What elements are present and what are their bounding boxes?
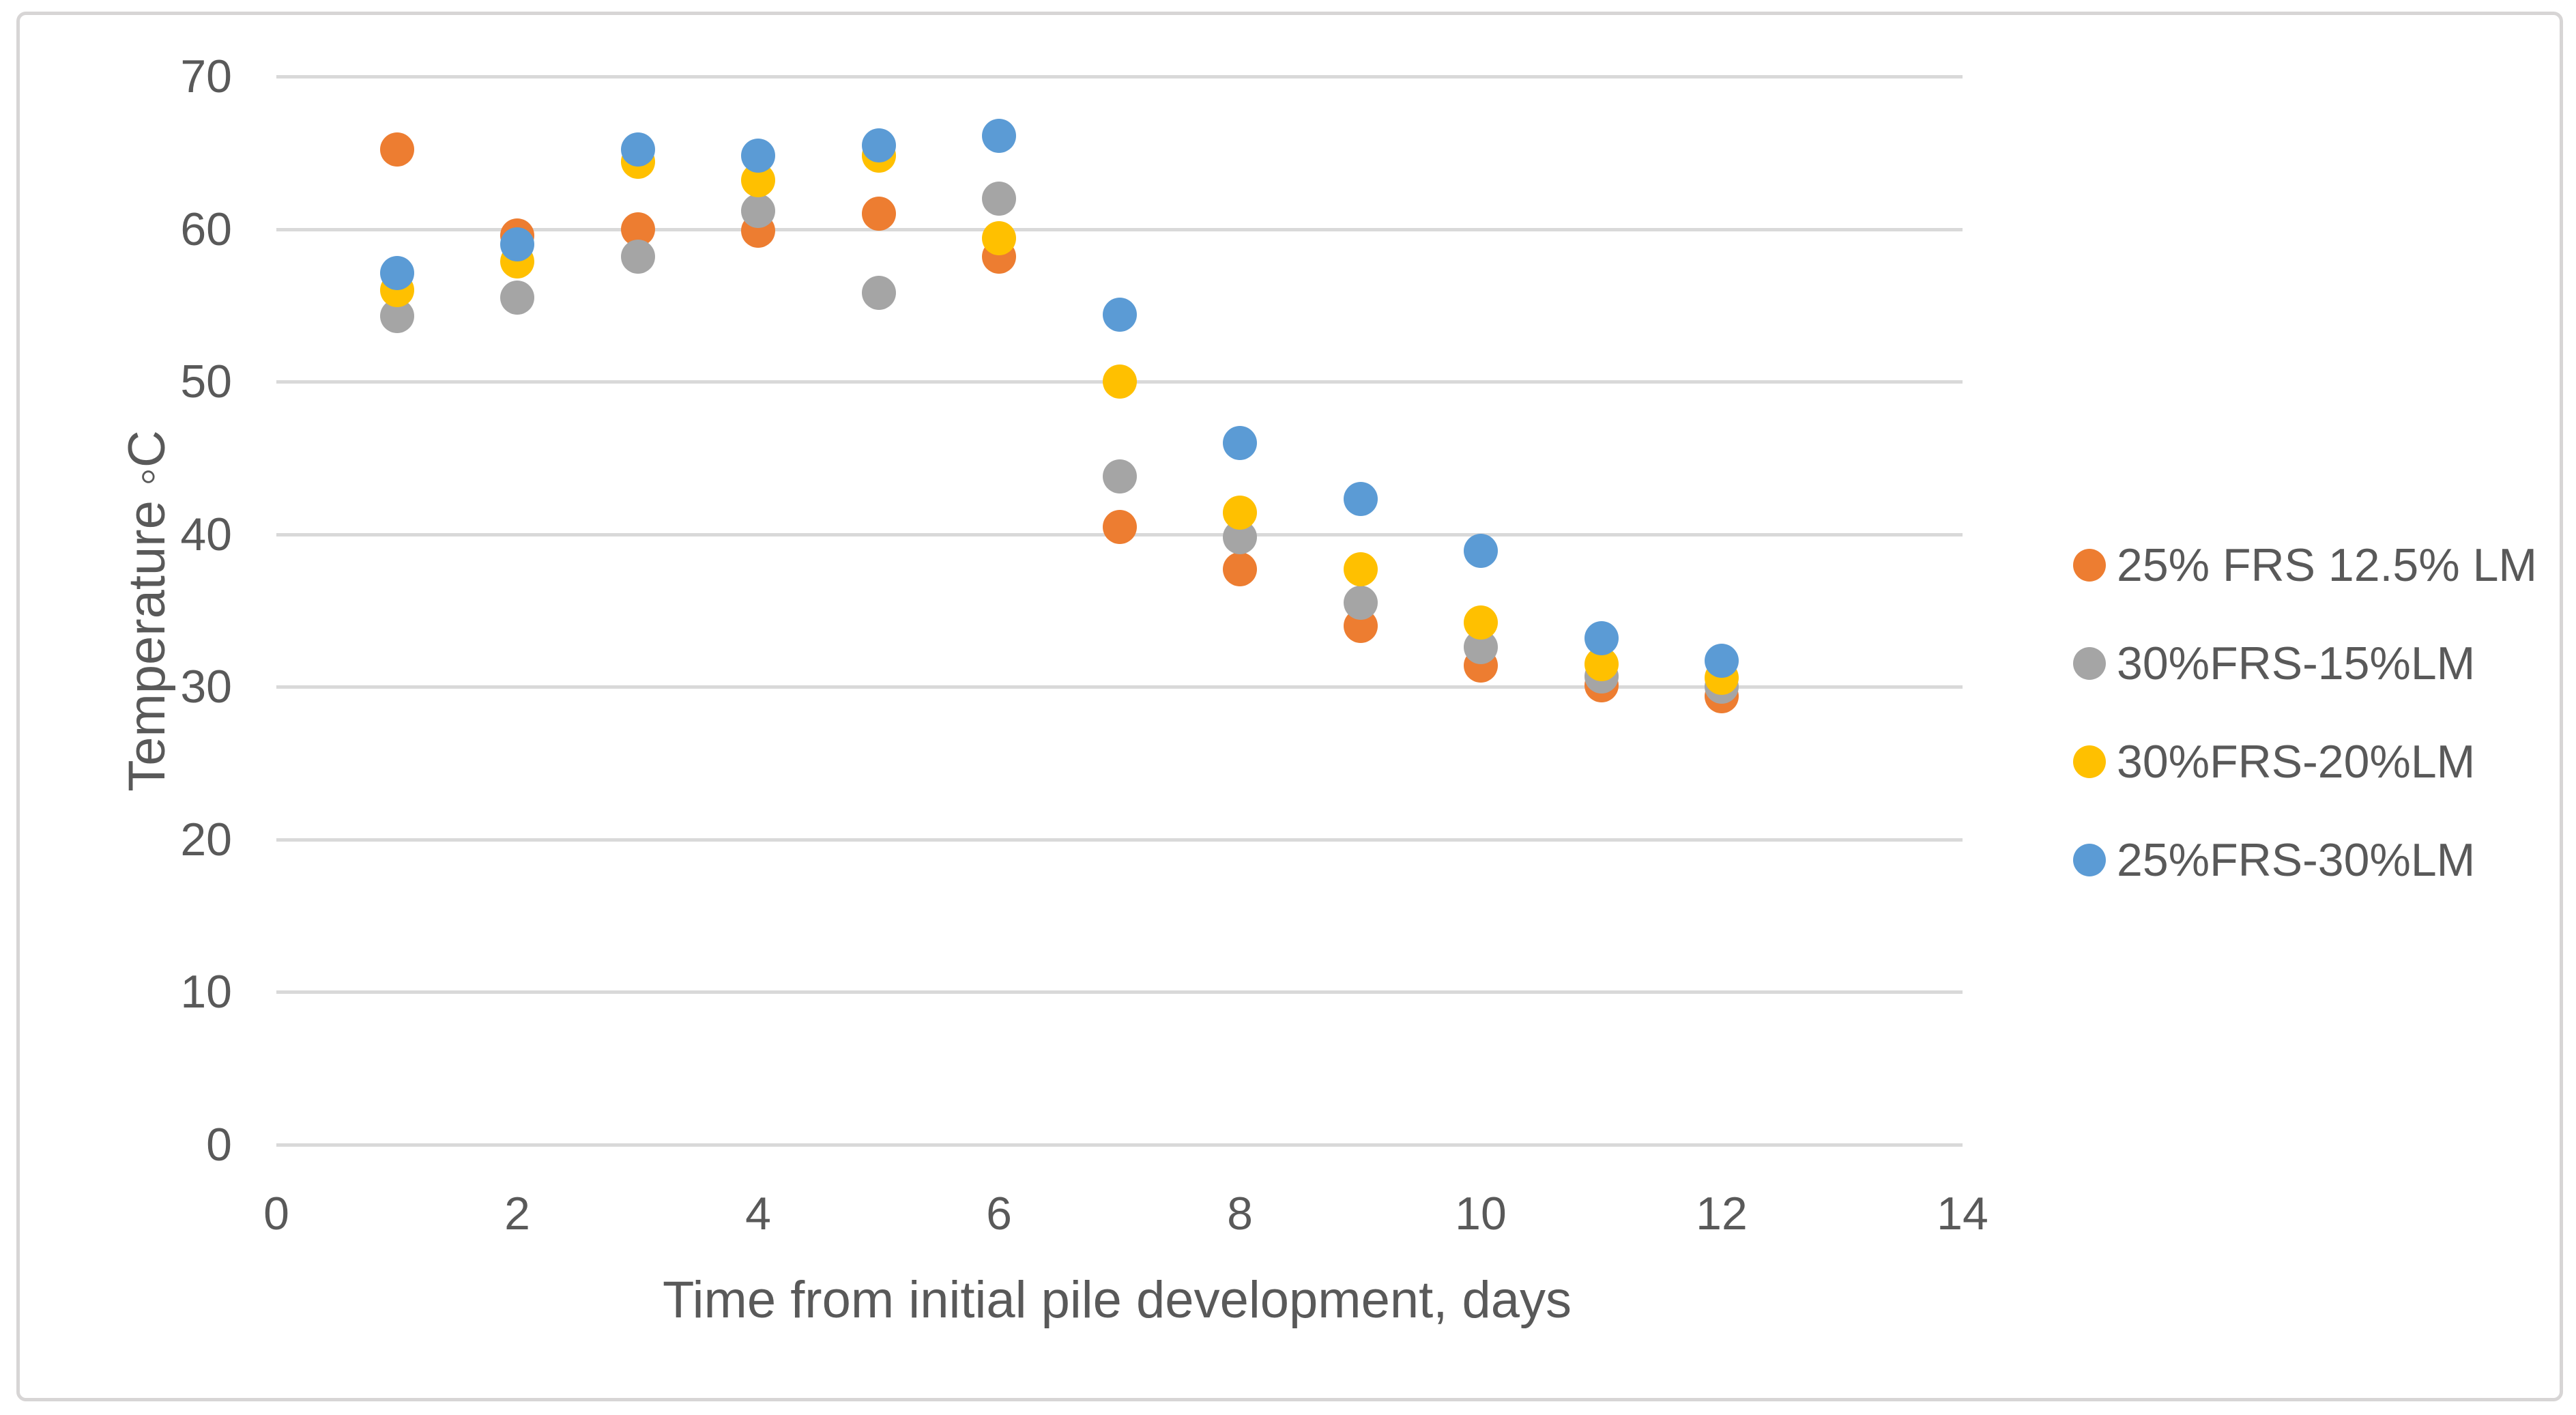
legend-label: 30%FRS-20%LM <box>2117 736 2476 788</box>
gridline-y-10 <box>276 990 1963 995</box>
data-point-s0-day5 <box>861 197 896 231</box>
y-tick-label: 70 <box>180 51 232 102</box>
x-tick-label: 10 <box>1455 1188 1507 1240</box>
y-tick-label: 0 <box>206 1119 232 1171</box>
data-point-s3-day4 <box>741 139 775 173</box>
data-point-s0-day7 <box>1102 509 1137 544</box>
x-tick-label: 6 <box>986 1188 1012 1240</box>
data-point-s1-day9 <box>1343 586 1378 620</box>
data-point-s1-day4 <box>741 193 775 228</box>
data-point-s3-day9 <box>1343 482 1378 517</box>
y-tick-label: 40 <box>180 508 232 560</box>
data-point-s2-day7 <box>1102 365 1137 399</box>
gridline-y-20 <box>276 838 1963 842</box>
y-tick-label: 10 <box>180 966 232 1018</box>
data-point-s3-day1 <box>379 256 414 291</box>
data-point-s2-day8 <box>1223 496 1257 530</box>
y-tick-label: 20 <box>180 813 232 866</box>
legend-marker-icon <box>2073 549 2106 582</box>
data-point-s3-day3 <box>620 132 655 167</box>
x-tick-label: 2 <box>504 1188 530 1240</box>
data-point-s2-day6 <box>982 220 1016 255</box>
x-axis-title: Time from initial pile development, days <box>663 1271 1572 1329</box>
data-point-s1-day2 <box>500 281 534 315</box>
legend-label: 25% FRS 12.5% LM <box>2117 539 2538 591</box>
data-point-s3-day12 <box>1705 644 1739 678</box>
data-point-s1-day5 <box>861 276 896 311</box>
data-point-s3-day10 <box>1464 534 1498 569</box>
data-point-s2-day9 <box>1343 552 1378 587</box>
data-point-s3-day2 <box>500 227 534 261</box>
x-tick-label: 8 <box>1227 1188 1253 1240</box>
x-tick-label: 0 <box>263 1188 289 1240</box>
data-point-s0-day1 <box>379 132 414 167</box>
data-point-s1-day6 <box>982 181 1016 216</box>
legend-marker-icon <box>2073 844 2106 876</box>
data-point-s3-day11 <box>1584 620 1619 655</box>
data-point-s3-day7 <box>1102 297 1137 332</box>
data-point-s1-day3 <box>620 239 655 274</box>
data-point-s3-day8 <box>1223 425 1257 460</box>
y-axis-title: Temperature ◦C <box>118 430 176 792</box>
gridline-y-70 <box>276 75 1963 78</box>
legend-label: 30%FRS-15%LM <box>2117 638 2476 689</box>
gridline-y-0 <box>276 1143 1963 1147</box>
data-point-s1-day7 <box>1102 459 1137 494</box>
y-tick-label: 60 <box>180 203 232 255</box>
data-point-s3-day5 <box>861 128 896 162</box>
legend-marker-icon <box>2073 647 2106 680</box>
gridline-y-60 <box>276 227 1963 231</box>
x-tick-label: 14 <box>1937 1188 1988 1240</box>
x-tick-label: 12 <box>1696 1188 1748 1240</box>
y-tick-label: 30 <box>180 661 232 713</box>
legend-label: 25%FRS-30%LM <box>2117 834 2476 886</box>
chart-outer-border <box>16 12 2563 1401</box>
x-tick-label: 4 <box>745 1188 771 1240</box>
data-point-s2-day10 <box>1464 605 1498 640</box>
data-point-s3-day6 <box>982 119 1016 154</box>
y-tick-label: 50 <box>180 356 232 408</box>
data-point-s0-day8 <box>1223 552 1257 587</box>
legend-marker-icon <box>2073 745 2106 778</box>
gridline-y-30 <box>276 685 1963 689</box>
